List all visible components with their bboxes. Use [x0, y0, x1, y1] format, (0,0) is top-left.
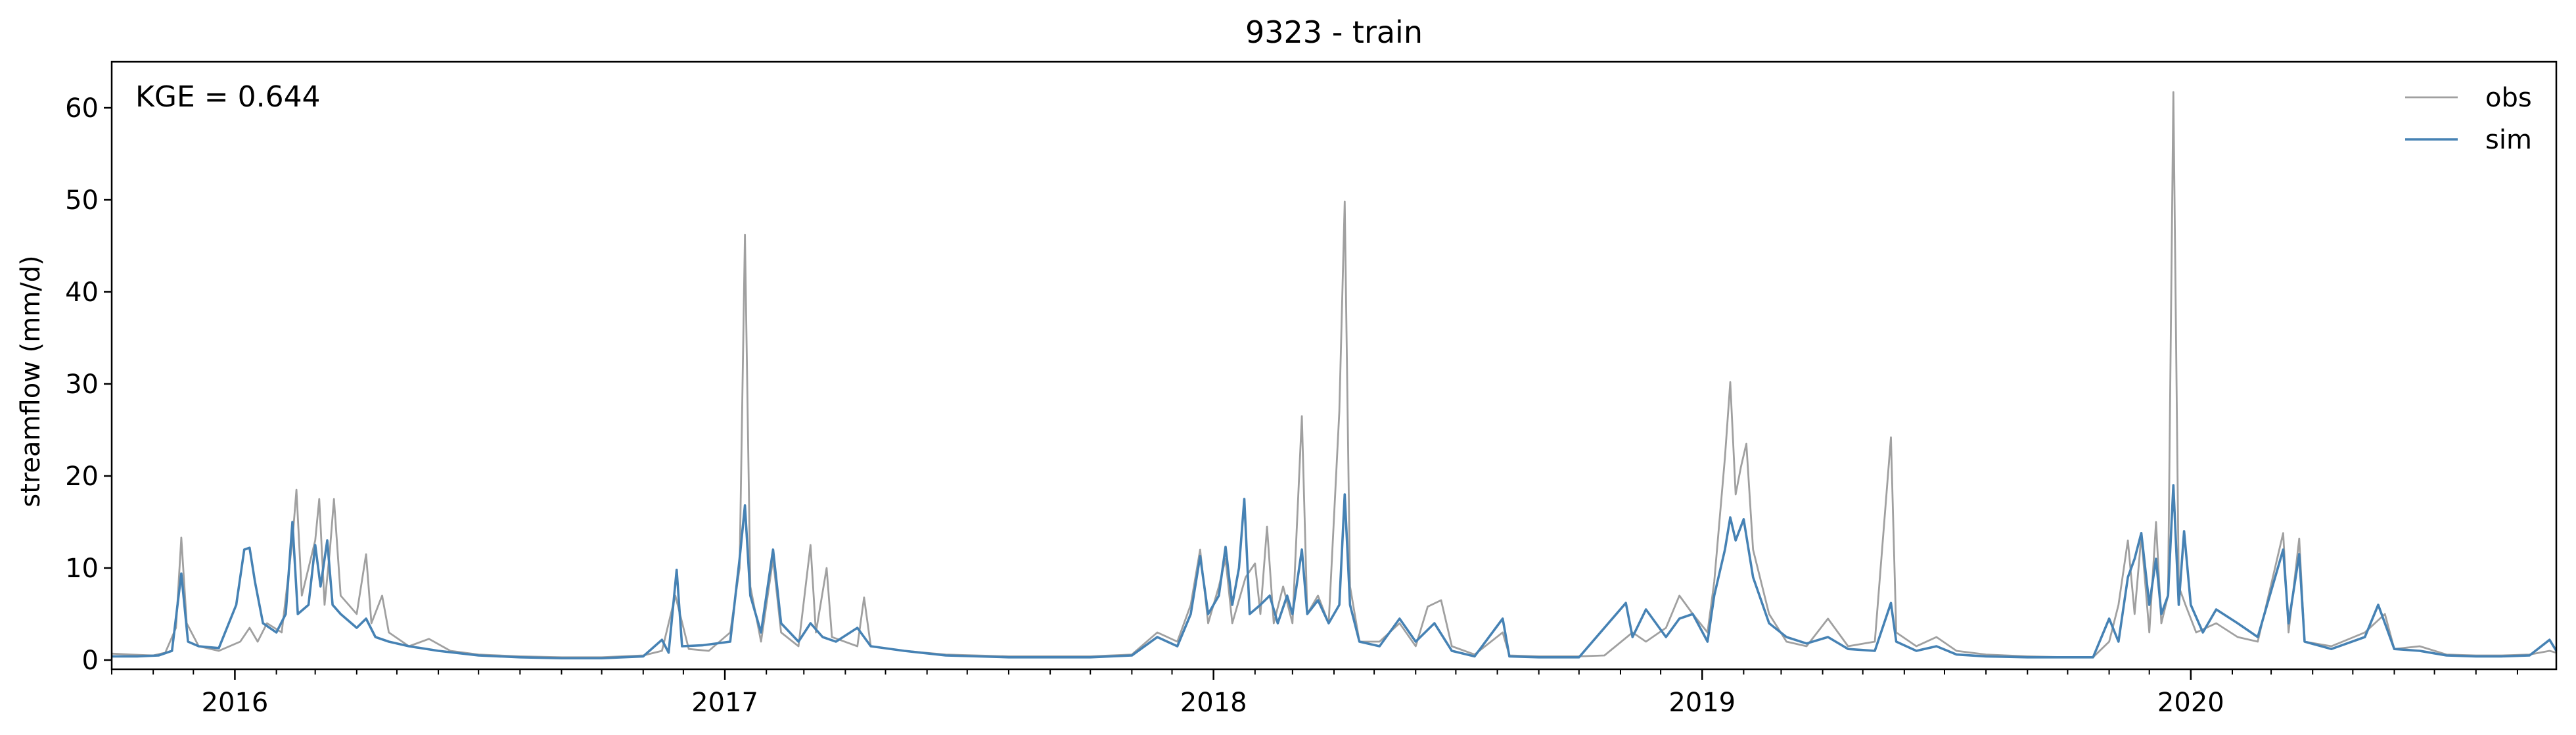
- y-tick-label: 50: [65, 185, 99, 216]
- y-tick-label: 10: [65, 554, 99, 584]
- kge-annotation: KGE = 0.644: [135, 80, 321, 114]
- chart-title: 9323 - train: [1245, 14, 1423, 50]
- x-tick-label: 2019: [1668, 688, 1736, 718]
- y-tick-label: 60: [65, 93, 99, 124]
- y-axis: 0 10 20 30 40 50 60: [65, 93, 112, 676]
- y-tick-label: 0: [82, 646, 99, 676]
- x-tick-label: 2017: [691, 688, 758, 718]
- series-layer: [112, 92, 2556, 658]
- legend-label-sim: sim: [2485, 125, 2532, 155]
- x-axis: 2016 2017 2018 2019 2020: [112, 669, 2518, 718]
- y-tick-label: 20: [65, 462, 99, 492]
- y-tick-label: 40: [65, 277, 99, 308]
- y-axis-label: streamflow (mm/d): [16, 255, 46, 507]
- legend-label-obs: obs: [2485, 83, 2532, 113]
- plot-area: [112, 62, 2556, 669]
- y-tick-label: 30: [65, 369, 99, 400]
- legend: obs sim: [2405, 83, 2532, 155]
- plot-frame: [112, 62, 2556, 669]
- x-tick-label: 2018: [1180, 688, 1247, 718]
- x-tick-label: 2016: [202, 688, 269, 718]
- series-line-obs: [112, 92, 2556, 657]
- x-tick-label: 2020: [2157, 688, 2224, 718]
